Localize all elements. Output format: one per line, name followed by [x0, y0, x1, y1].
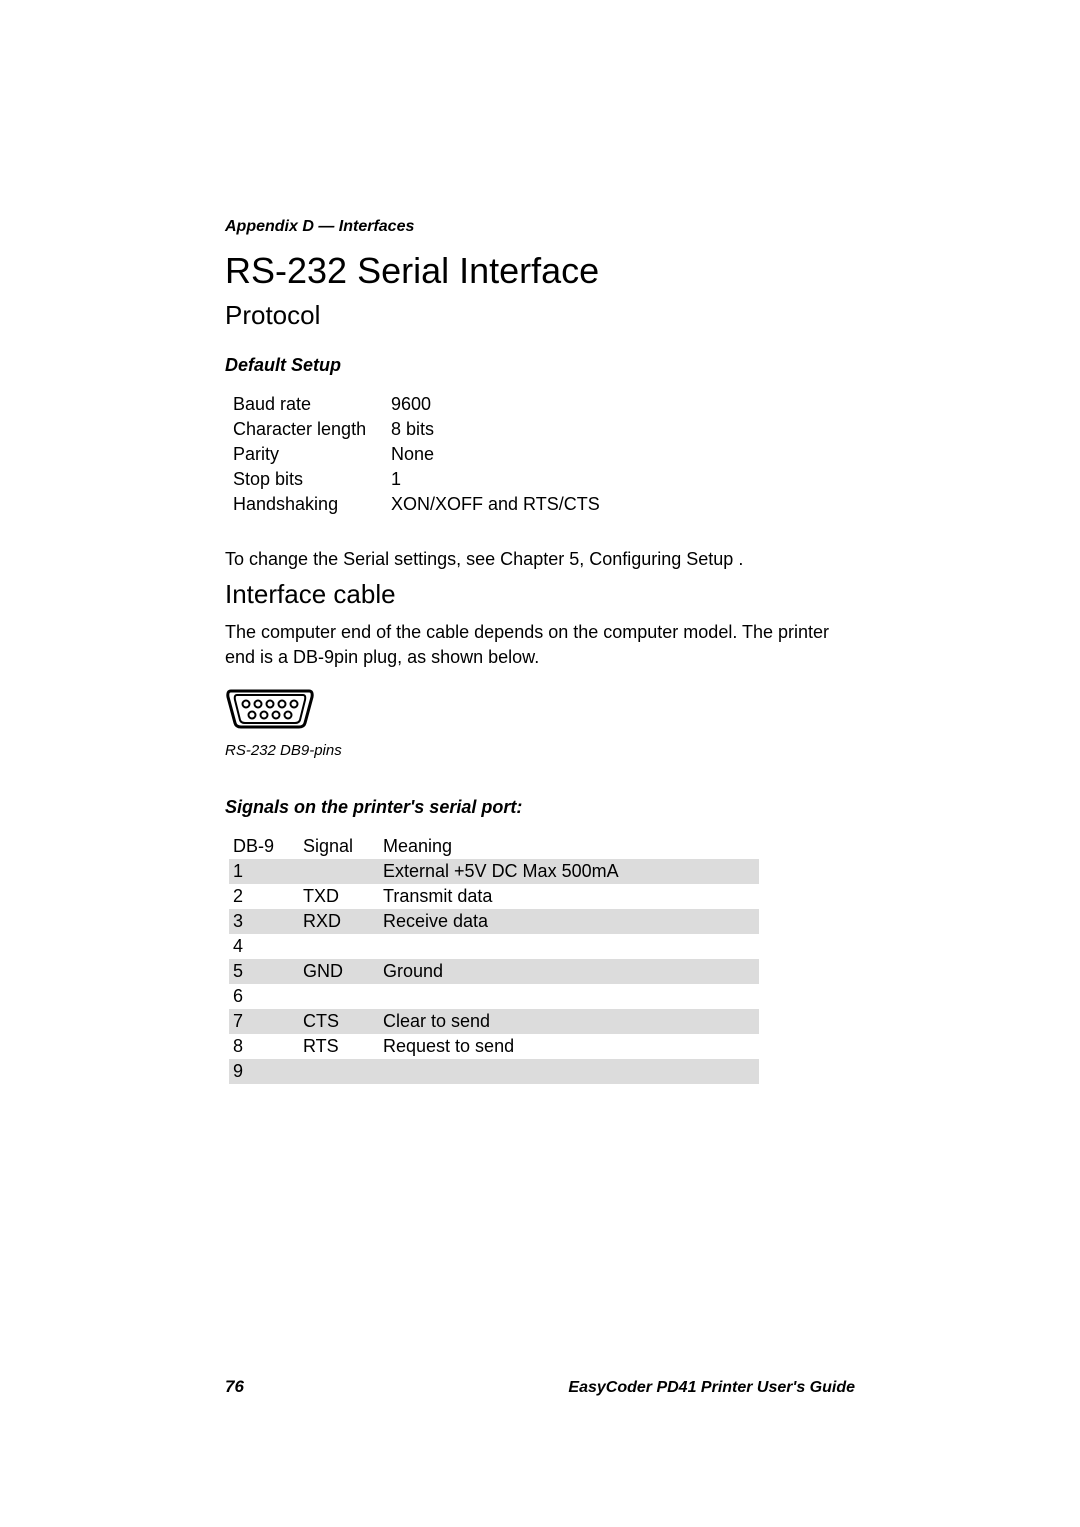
table-row: Baud rate 9600: [233, 392, 600, 417]
cell-signal: TXD: [299, 884, 379, 909]
cell-meaning: Receive data: [379, 909, 759, 934]
setup-label: Stop bits: [233, 467, 391, 492]
page-footer: 76 EasyCoder PD41 Printer User's Guide: [225, 1377, 855, 1397]
table-row: 5 GND Ground: [229, 959, 759, 984]
setup-value: 8 bits: [391, 417, 600, 442]
table-row: 7 CTS Clear to send: [229, 1009, 759, 1034]
table-row: 8 RTS Request to send: [229, 1034, 759, 1059]
cell-db9: 1: [229, 859, 299, 884]
setup-value: None: [391, 442, 600, 467]
table-header-row: DB-9 Signal Meaning: [229, 834, 759, 859]
cell-db9: 4: [229, 934, 299, 959]
interface-cable-text: The computer end of the cable depends on…: [225, 620, 855, 669]
cell-signal: [299, 1059, 379, 1084]
cell-meaning: Ground: [379, 959, 759, 984]
col-header-meaning: Meaning: [379, 834, 759, 859]
footer-title: EasyCoder PD41 Printer User's Guide: [568, 1379, 855, 1397]
cell-meaning: [379, 984, 759, 1009]
setup-value: 1: [391, 467, 600, 492]
col-header-db9: DB-9: [229, 834, 299, 859]
cell-db9: 9: [229, 1059, 299, 1084]
cell-db9: 6: [229, 984, 299, 1009]
settings-note: To change the Serial settings, see Chapt…: [225, 547, 855, 571]
table-row: 9: [229, 1059, 759, 1084]
db9-caption: RS-232 DB9-pins: [225, 742, 855, 759]
signals-heading: Signals on the printer's serial port:: [225, 797, 855, 818]
cell-signal: CTS: [299, 1009, 379, 1034]
cell-meaning: Request to send: [379, 1034, 759, 1059]
table-row: 3 RXD Receive data: [229, 909, 759, 934]
table-row: Character length 8 bits: [233, 417, 600, 442]
cell-db9: 7: [229, 1009, 299, 1034]
signals-table: DB-9 Signal Meaning 1 External +5V DC Ma…: [229, 834, 759, 1084]
setup-label: Handshaking: [233, 492, 391, 517]
cell-meaning: External +5V DC Max 500mA: [379, 859, 759, 884]
default-setup-heading: Default Setup: [225, 355, 855, 376]
cell-signal: GND: [299, 959, 379, 984]
page-number: 76: [225, 1377, 244, 1397]
cell-db9: 3: [229, 909, 299, 934]
interface-cable-heading: Interface cable: [225, 579, 855, 610]
setup-value: 9600: [391, 392, 600, 417]
protocol-subtitle: Protocol: [225, 300, 855, 331]
cell-signal: RTS: [299, 1034, 379, 1059]
setup-label: Parity: [233, 442, 391, 467]
cell-db9: 2: [229, 884, 299, 909]
table-row: 6: [229, 984, 759, 1009]
main-title: RS-232 Serial Interface: [225, 250, 855, 292]
cell-meaning: Transmit data: [379, 884, 759, 909]
cell-db9: 5: [229, 959, 299, 984]
table-row: Stop bits 1: [233, 467, 600, 492]
cell-signal: [299, 859, 379, 884]
cell-meaning: [379, 934, 759, 959]
cell-meaning: [379, 1059, 759, 1084]
setup-value: XON/XOFF and RTS/CTS: [391, 492, 600, 517]
cell-meaning: Clear to send: [379, 1009, 759, 1034]
setup-label: Character length: [233, 417, 391, 442]
db9-connector-icon: [225, 687, 855, 736]
cell-signal: RXD: [299, 909, 379, 934]
table-row: Parity None: [233, 442, 600, 467]
table-row: 1 External +5V DC Max 500mA: [229, 859, 759, 884]
appendix-header: Appendix D — Interfaces: [225, 218, 855, 236]
cell-signal: [299, 984, 379, 1009]
col-header-signal: Signal: [299, 834, 379, 859]
table-row: Handshaking XON/XOFF and RTS/CTS: [233, 492, 600, 517]
cell-signal: [299, 934, 379, 959]
default-setup-table: Baud rate 9600 Character length 8 bits P…: [233, 392, 600, 517]
table-row: 4: [229, 934, 759, 959]
table-row: 2 TXD Transmit data: [229, 884, 759, 909]
setup-label: Baud rate: [233, 392, 391, 417]
cell-db9: 8: [229, 1034, 299, 1059]
